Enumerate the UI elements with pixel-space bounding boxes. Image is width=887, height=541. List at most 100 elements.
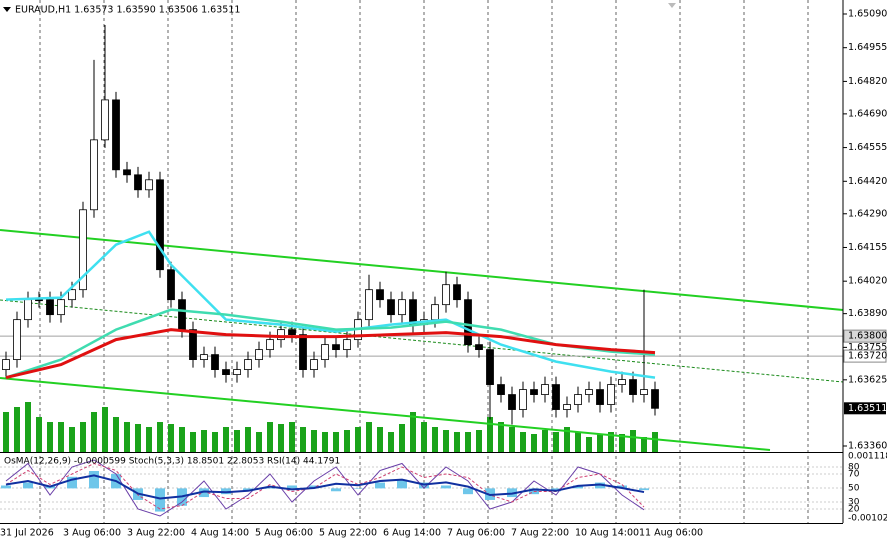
candle-body bbox=[332, 344, 340, 351]
volume-bar bbox=[113, 417, 119, 452]
indicator-title: OsMA(12,26,9) -0.0000599 Stoch(5,3,3) 18… bbox=[4, 457, 340, 467]
volume-bar bbox=[586, 437, 592, 452]
candle-body bbox=[90, 139, 98, 211]
price-axis: 1.65090 1.64955 1.64820 1.64690 1.64555 1.644… bbox=[843, 8, 887, 452]
volume-bar bbox=[531, 434, 537, 452]
candle-body bbox=[266, 339, 274, 351]
x-tick-label: 7 Aug 22:00 bbox=[511, 528, 569, 539]
candle-body bbox=[255, 349, 263, 361]
candle-body bbox=[101, 99, 109, 141]
volume-bar bbox=[256, 432, 262, 452]
volume-bar bbox=[190, 432, 196, 452]
x-tick-label: 4 Aug 14:00 bbox=[191, 528, 249, 539]
volume-bar bbox=[366, 422, 372, 452]
osma-bar bbox=[463, 488, 473, 495]
candle-body bbox=[387, 299, 395, 316]
candle-body bbox=[46, 299, 54, 316]
oscillator-tick-label: 70 bbox=[848, 470, 860, 480]
volume-bar bbox=[608, 432, 614, 452]
candle-body bbox=[189, 329, 197, 361]
volume-bar bbox=[36, 417, 42, 452]
candle-body bbox=[453, 284, 461, 301]
volume-bar bbox=[179, 427, 185, 452]
x-tick-label: 6 Aug 14:00 bbox=[383, 528, 441, 539]
chart-title: EURAUD,H1 1.63573 1.63590 1.63506 1.6351… bbox=[15, 5, 240, 16]
candle-body bbox=[552, 384, 560, 410]
oscillator-tick-label: 50 bbox=[848, 484, 860, 494]
candle-body bbox=[13, 319, 21, 361]
volume-bar bbox=[355, 427, 361, 452]
candle-body bbox=[343, 339, 351, 351]
volume-bar bbox=[201, 430, 207, 452]
y-tick-label: 1.63755 bbox=[848, 342, 887, 353]
volume-bar bbox=[509, 427, 515, 452]
candle-body bbox=[464, 299, 472, 346]
candle-body bbox=[211, 354, 219, 370]
candle-body bbox=[233, 369, 241, 375]
candle-body bbox=[541, 384, 549, 395]
candle-body bbox=[508, 394, 516, 410]
volume-bar bbox=[135, 424, 141, 452]
volume-bar bbox=[575, 432, 581, 452]
y-tick-label: 1.64955 bbox=[848, 42, 887, 53]
channel-lower bbox=[0, 377, 771, 451]
candle-body bbox=[596, 389, 604, 405]
osma-bar bbox=[1, 485, 11, 489]
price-label-box bbox=[843, 329, 887, 343]
candle-body bbox=[563, 404, 571, 410]
candle-body bbox=[222, 369, 230, 375]
volume-bar bbox=[333, 432, 339, 452]
osma-bar bbox=[375, 482, 385, 489]
candles bbox=[2, 24, 659, 425]
osma-tick-label: 0.001118 bbox=[848, 452, 887, 462]
candle-body bbox=[321, 344, 329, 361]
last-price-box bbox=[844, 402, 886, 415]
candle-body bbox=[486, 349, 494, 385]
volume-bar bbox=[91, 412, 97, 452]
candle-body bbox=[123, 169, 131, 176]
moving-averages bbox=[5, 230, 656, 380]
symbol-menu-icon[interactable] bbox=[3, 7, 11, 12]
volume-bar bbox=[289, 422, 295, 452]
volume-bar bbox=[212, 432, 218, 452]
candle-body bbox=[497, 384, 505, 395]
volume-bar bbox=[322, 432, 328, 452]
channel-upper bbox=[0, 229, 844, 311]
volume-bar bbox=[399, 424, 405, 452]
candle-body bbox=[2, 359, 10, 370]
osma-bar bbox=[397, 479, 407, 489]
candle-body bbox=[651, 389, 659, 409]
x-tick-label: 3 Aug 06:00 bbox=[63, 528, 121, 539]
volume-bar bbox=[597, 434, 603, 452]
candle-body bbox=[112, 99, 120, 171]
candle-body bbox=[310, 359, 318, 370]
volume-bar bbox=[234, 430, 240, 452]
candle-body bbox=[277, 329, 285, 341]
y-tick-label: 1.63890 bbox=[848, 308, 887, 319]
osma-bar bbox=[265, 488, 275, 489]
candle-body bbox=[299, 334, 307, 370]
volume-bar bbox=[454, 432, 460, 452]
candle-body bbox=[574, 394, 582, 405]
volume-bar bbox=[157, 422, 163, 452]
x-tick-label: 7 Aug 06:00 bbox=[447, 528, 505, 539]
candle-body bbox=[618, 379, 626, 385]
y-tick-label: 1.64155 bbox=[848, 242, 887, 253]
y-tick-label: 1.64555 bbox=[848, 142, 887, 153]
candle-body bbox=[629, 379, 637, 395]
volume-bar bbox=[553, 432, 559, 452]
candle-body bbox=[244, 359, 252, 370]
candle-body bbox=[409, 299, 417, 326]
candle-body bbox=[431, 304, 439, 321]
channel-middle bbox=[0, 299, 844, 383]
oscillator-tick-label: 30 bbox=[848, 498, 860, 508]
volume-bar bbox=[443, 430, 449, 452]
rsi-line bbox=[5, 474, 645, 500]
candle-body bbox=[68, 289, 76, 301]
volume-bar bbox=[564, 427, 570, 452]
candle-body bbox=[24, 299, 32, 321]
x-tick-label: 31 Jul 2026 bbox=[0, 528, 54, 539]
candle-body bbox=[178, 299, 186, 331]
volume-bar bbox=[245, 427, 251, 452]
